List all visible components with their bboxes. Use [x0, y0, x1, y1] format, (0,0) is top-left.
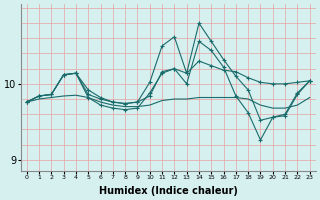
X-axis label: Humidex (Indice chaleur): Humidex (Indice chaleur): [99, 186, 238, 196]
